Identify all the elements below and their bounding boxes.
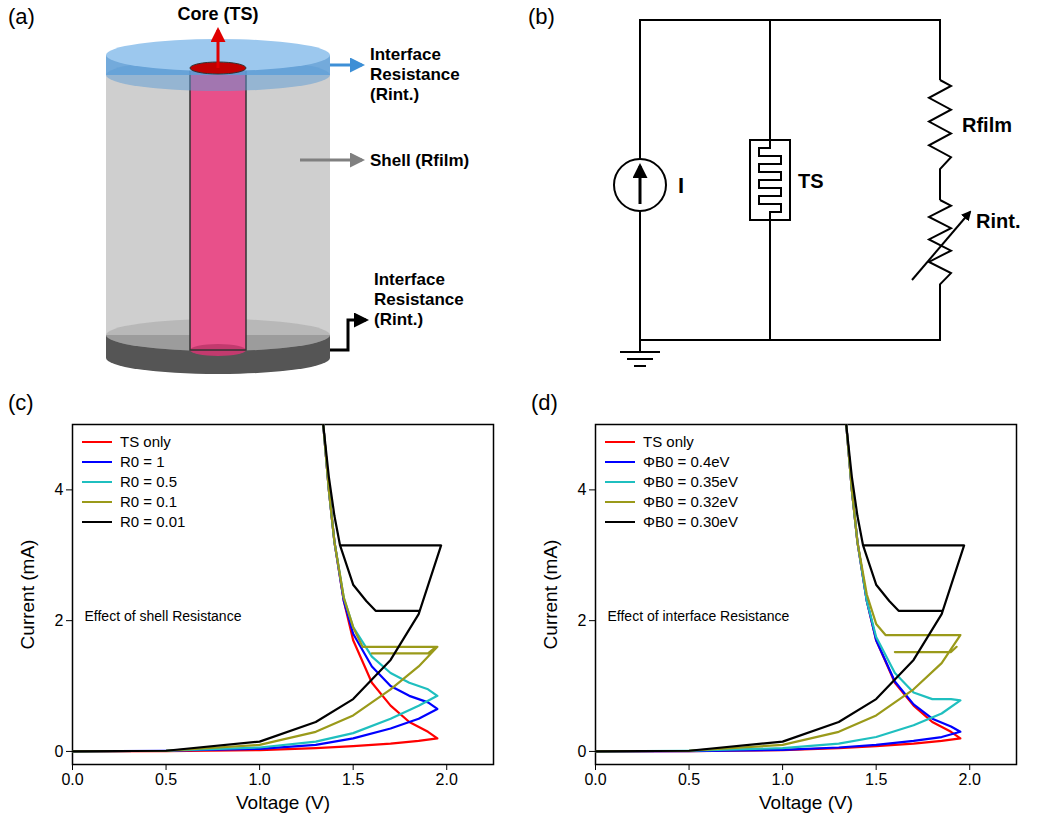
svg-text:2.0: 2.0 [959,771,981,788]
svg-text:0.5: 0.5 [678,771,700,788]
svg-text:2.0: 2.0 [436,771,458,788]
html-text:R0 = 0.01: R0 = 0.01 [120,513,186,530]
html-text:R0 = 0.5: R0 = 0.5 [120,473,178,490]
svg-text:Rfilm: Rfilm [962,114,1012,136]
svg-text:Interface: Interface [370,45,441,64]
html-text:(c): (c) [8,390,34,415]
html-text:ΦB0 = 0.32eV: ΦB0 = 0.32eV [643,493,738,510]
svg-text:I: I [678,173,684,198]
svg-text:Interface: Interface [374,270,445,289]
svg-text:1.0: 1.0 [248,771,270,788]
svg-text:TS: TS [798,170,824,192]
svg-text:2: 2 [55,612,64,629]
svg-text:0.5: 0.5 [155,771,177,788]
svg-text:0: 0 [55,743,64,760]
svg-text:(b): (b) [528,4,555,29]
svg-text:1.0: 1.0 [771,771,793,788]
svg-text:Resistance: Resistance [374,290,464,309]
svg-text:4: 4 [55,481,64,498]
html-text:(d): (d) [531,390,558,415]
svg-text:Current (mA): Current (mA) [540,540,561,650]
svg-text:(Rint.): (Rint.) [370,85,419,104]
svg-text:0: 0 [578,743,587,760]
svg-text:0.0: 0.0 [584,771,606,788]
svg-text:Current (mA): Current (mA) [17,540,38,650]
html-text:TS only: TS only [120,433,171,450]
svg-text:Shell (Rfilm): Shell (Rfilm) [370,151,469,170]
svg-text:1.5: 1.5 [865,771,887,788]
svg-text:Resistance: Resistance [370,65,460,84]
svg-text:4: 4 [578,481,587,498]
svg-text:Effect of shell Resistance: Effect of shell Resistance [85,608,242,624]
svg-text:Effect of interface Resistance: Effect of interface Resistance [608,608,790,624]
svg-text:Core (TS): Core (TS) [178,4,259,24]
html-text:R0 = 1: R0 = 1 [120,453,165,470]
html-text:ΦB0 = 0.30eV: ΦB0 = 0.30eV [643,513,738,530]
svg-text:Voltage (V): Voltage (V) [759,792,853,813]
html-text:TS only: TS only [643,433,694,450]
html-text:ΦB0 = 0.4eV: ΦB0 = 0.4eV [643,453,730,470]
svg-text:(a): (a) [8,4,35,29]
svg-text:1.5: 1.5 [342,771,364,788]
html-text:ΦB0 = 0.35eV: ΦB0 = 0.35eV [643,473,738,490]
svg-text:Rint.: Rint. [976,210,1020,232]
svg-text:2: 2 [578,612,587,629]
html-text:R0 = 0.1: R0 = 0.1 [120,493,178,510]
svg-text:Voltage (V): Voltage (V) [236,792,330,813]
svg-text:0.0: 0.0 [61,771,83,788]
svg-text:(Rint.): (Rint.) [374,310,423,329]
